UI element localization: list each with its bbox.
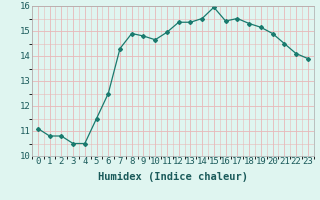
X-axis label: Humidex (Indice chaleur): Humidex (Indice chaleur) [98, 172, 248, 182]
